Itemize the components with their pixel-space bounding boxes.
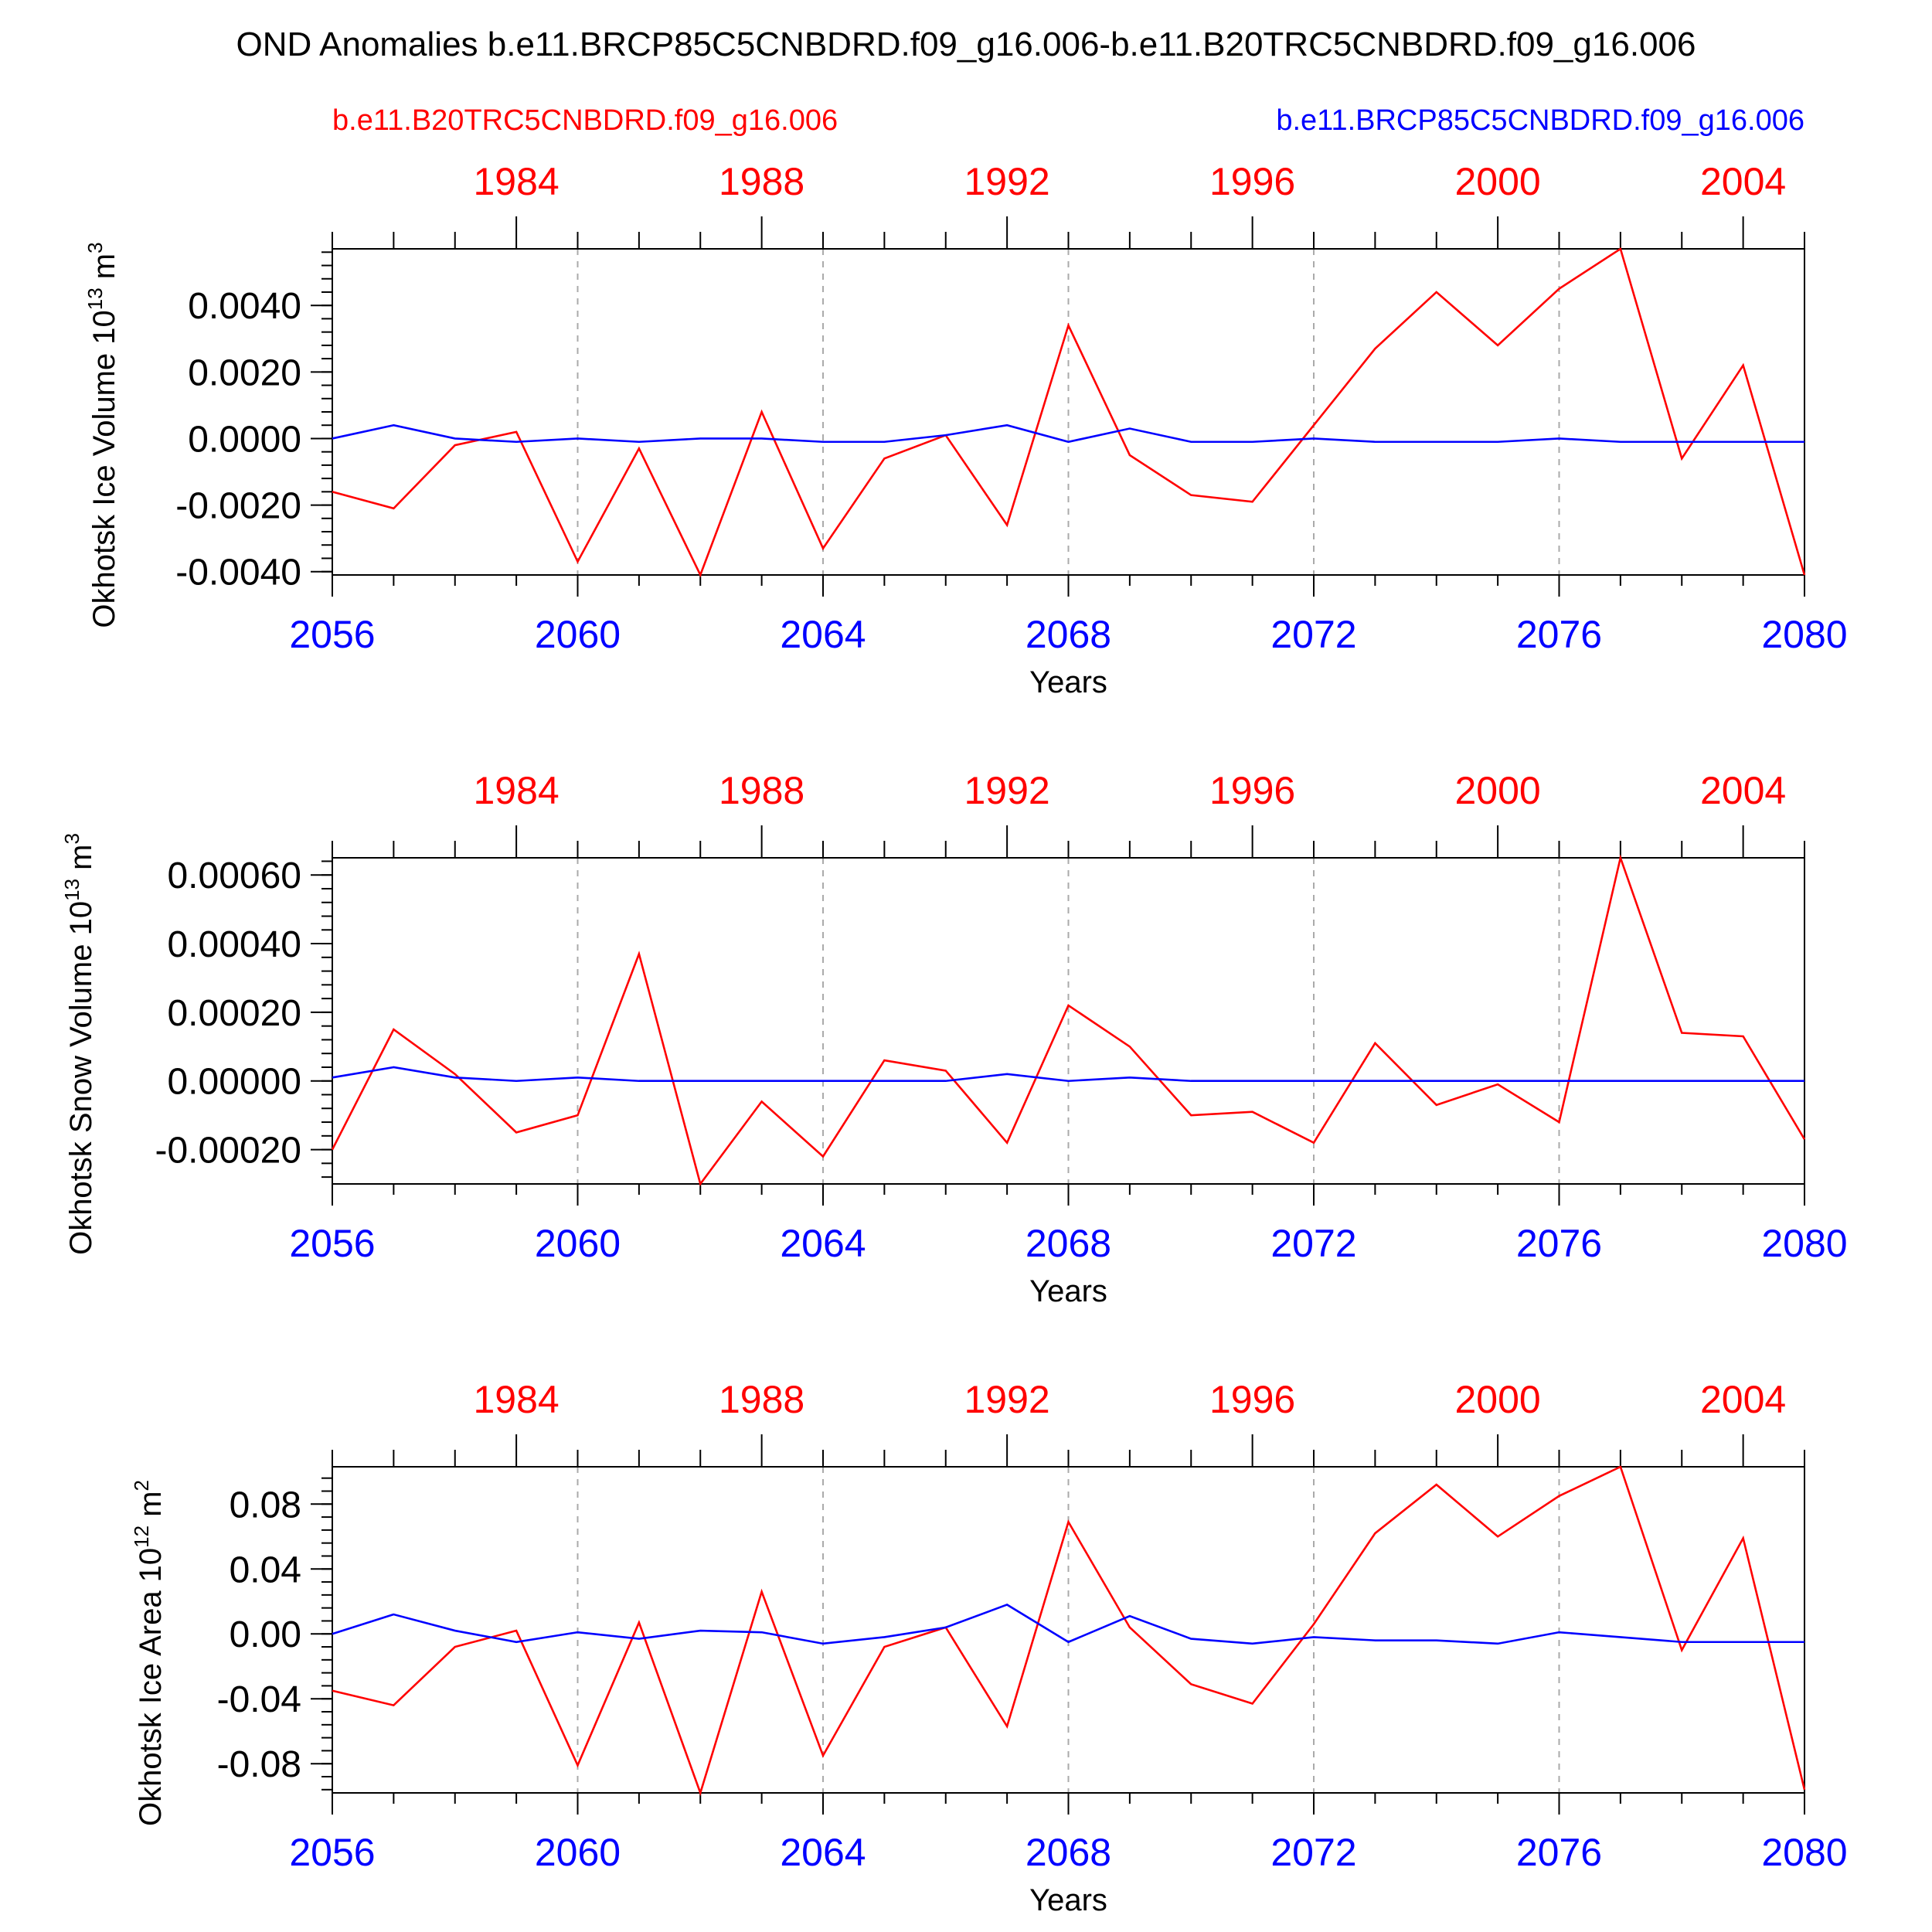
y-tick-label: 0.08 — [230, 1485, 301, 1526]
top-tick-label: 1984 — [474, 769, 560, 812]
y-tick-label: -0.04 — [217, 1679, 301, 1720]
top-tick-label: 2000 — [1455, 1378, 1541, 1421]
figure-title: OND Anomalies b.e11.BRCP85C5CNBDRD.f09_g… — [236, 26, 1696, 63]
legend-red-label: b.e11.B20TRC5CNBDRD.f09_g16.006 — [332, 104, 838, 137]
top-tick-label: 1988 — [719, 769, 804, 812]
x-axis-label: Years — [1029, 1883, 1107, 1917]
y-tick-label: 0.00000 — [167, 1062, 301, 1103]
series-line-historical — [331, 854, 1806, 1186]
y-axis-label: Okhotsk Ice Area 1012 m2 — [130, 1480, 168, 1826]
y-axis-label-text: Okhotsk Ice Area 10 — [134, 1548, 168, 1826]
y-tick-label: -0.00020 — [155, 1131, 302, 1172]
y-axis-label-exponent: 13 — [83, 287, 107, 310]
legend-blue-label: b.e11.BRCP85C5CNBDRD.f09_g16.006 — [1276, 104, 1804, 137]
y-axis-label-unit: m — [64, 845, 98, 879]
x-tick-label: 2064 — [780, 1831, 866, 1874]
y-tick-label: 0.04 — [230, 1549, 301, 1590]
top-tick-label: 2004 — [1700, 160, 1786, 203]
top-tick-label: 1984 — [474, 1378, 560, 1421]
x-tick-label: 2064 — [780, 1222, 866, 1265]
top-tick-label: 1996 — [1209, 160, 1295, 203]
y-tick-label: -0.0040 — [175, 553, 301, 594]
x-tick-label: 2076 — [1516, 613, 1602, 656]
top-tick-label: 1992 — [964, 1378, 1050, 1421]
y-axis-label: Okhotsk Snow Volume 1013 m3 — [60, 833, 98, 1255]
series-line-historical — [332, 247, 1806, 578]
top-tick-label: 1988 — [719, 160, 804, 203]
series-line-rcp85 — [332, 1604, 1804, 1645]
y-axis-label-unit-exponent: 3 — [60, 833, 83, 844]
top-tick-label: 1996 — [1209, 769, 1295, 812]
panel-3: 2056 2060 2064 2068 2072 2076 2080 Years 1984 198… — [130, 1378, 1848, 1917]
top-tick-label: 1992 — [964, 160, 1050, 203]
x-tick-label: 2056 — [289, 613, 375, 656]
x-axis-label: Years — [1029, 1274, 1107, 1308]
y-axis-label-exponent: 12 — [130, 1526, 153, 1548]
y-axis-label-exponent: 13 — [60, 879, 83, 901]
y-axis-label-unit: m — [134, 1491, 168, 1525]
x-tick-label: 2060 — [535, 1831, 621, 1874]
x-tick-label: 2056 — [289, 1831, 375, 1874]
y-axis-label-unit-exponent: 2 — [130, 1480, 153, 1491]
top-tick-label: 1996 — [1209, 1378, 1295, 1421]
x-tick-label: 2068 — [1026, 1831, 1111, 1874]
top-tick-label: 1988 — [719, 1378, 804, 1421]
y-tick-label: 0.00020 — [167, 993, 301, 1034]
y-tick-label: -0.08 — [217, 1744, 301, 1785]
top-tick-label: 2004 — [1700, 769, 1786, 812]
series-line-historical — [332, 1465, 1806, 1797]
x-tick-label: 2056 — [289, 1222, 375, 1265]
y-tick-label: 0.00040 — [167, 924, 301, 965]
x-tick-label: 2072 — [1270, 1831, 1356, 1874]
x-tick-label: 2080 — [1761, 613, 1847, 656]
y-tick-label: 0.00060 — [167, 855, 301, 896]
x-tick-label: 2072 — [1270, 1222, 1356, 1265]
x-tick-label: 2080 — [1761, 1831, 1847, 1874]
top-tick-label: 1984 — [474, 160, 560, 203]
y-tick-label: 0.00 — [230, 1614, 301, 1655]
x-axis-label: Years — [1029, 665, 1107, 699]
top-tick-label: 1992 — [964, 769, 1050, 812]
y-tick-label: 0.0040 — [188, 286, 301, 327]
y-axis-label-text: Okhotsk Snow Volume 10 — [64, 901, 98, 1255]
y-axis-label-text: Okhotsk Ice Volume 10 — [87, 310, 121, 628]
y-tick-label: -0.0020 — [175, 486, 301, 527]
x-tick-label: 2072 — [1270, 613, 1356, 656]
series-line-rcp85 — [332, 423, 1804, 444]
x-tick-label: 2080 — [1761, 1222, 1847, 1265]
x-tick-label: 2068 — [1026, 1222, 1111, 1265]
y-axis-label-unit-exponent: 3 — [83, 242, 107, 253]
x-tick-label: 2076 — [1516, 1831, 1602, 1874]
y-axis-label: Okhotsk Ice Volume 1013 m3 — [83, 242, 121, 628]
series-line-rcp85 — [332, 1066, 1804, 1083]
y-tick-label: 0.0000 — [188, 419, 301, 460]
x-tick-label: 2076 — [1516, 1222, 1602, 1265]
top-tick-label: 2000 — [1455, 160, 1541, 203]
top-tick-label: 2004 — [1700, 1378, 1786, 1421]
x-tick-label: 2064 — [780, 613, 866, 656]
y-tick-label: 0.0020 — [188, 352, 301, 393]
panel-1: 2056 2060 2064 2068 2072 2076 2080 Years 1984 198… — [83, 160, 1848, 699]
x-tick-label: 2068 — [1026, 613, 1111, 656]
x-tick-label: 2060 — [535, 1222, 621, 1265]
panel-2: 2056 2060 2064 2068 2072 2076 2080 Years 1984 198… — [60, 769, 1848, 1308]
x-tick-label: 2060 — [535, 613, 621, 656]
top-tick-label: 2000 — [1455, 769, 1541, 812]
y-axis-label-unit: m — [87, 253, 121, 287]
